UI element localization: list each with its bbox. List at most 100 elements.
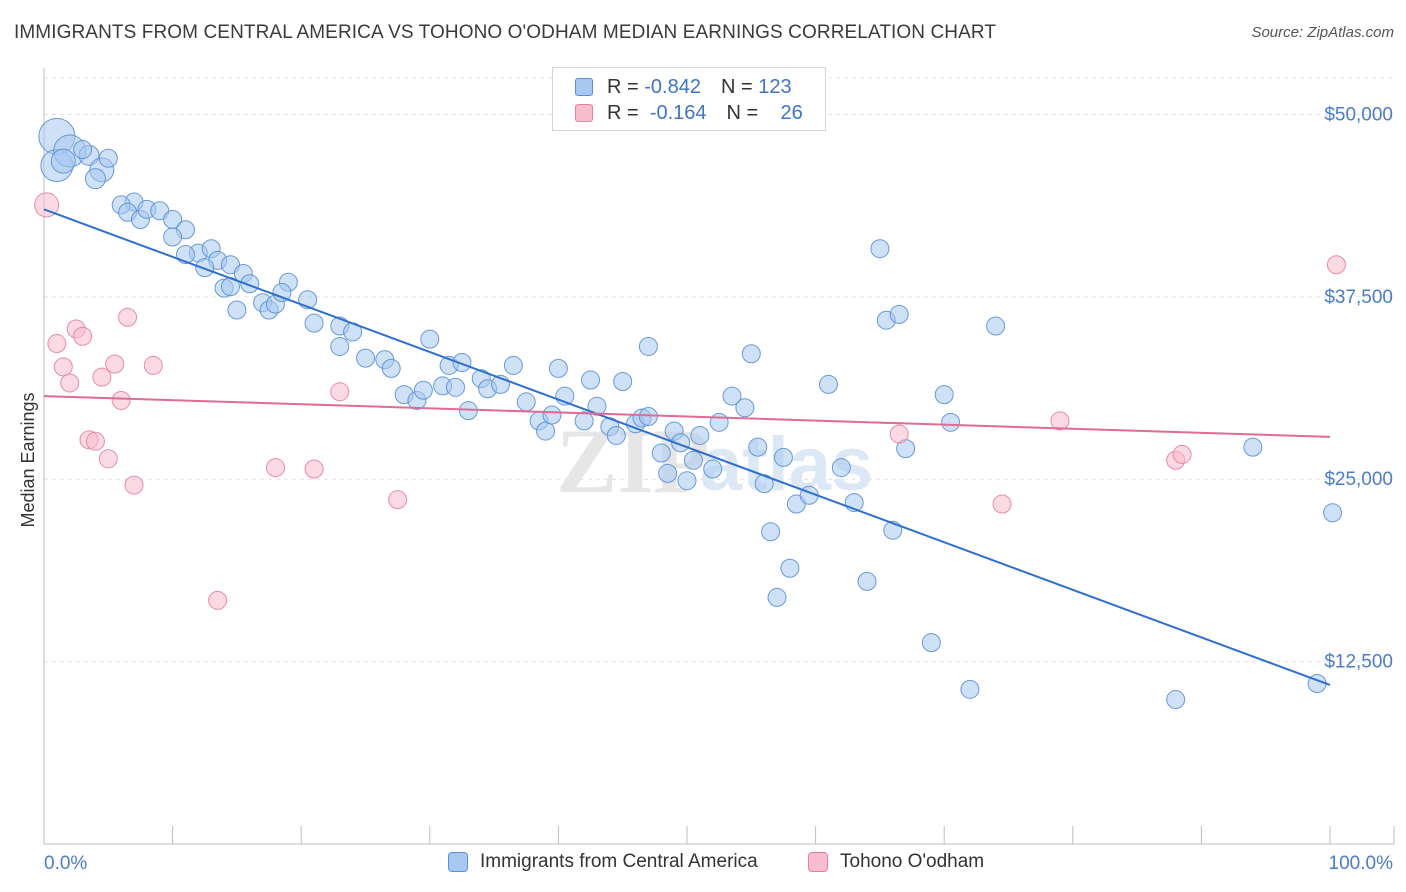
point-immigrants — [941, 412, 961, 432]
point-immigrants — [690, 425, 710, 445]
point-immigrants — [356, 348, 375, 368]
point-tohono — [1326, 255, 1346, 275]
series-legend-immigrants[interactable]: Immigrants from Central America — [448, 851, 758, 873]
point-tohono — [111, 390, 131, 410]
point-immigrants — [84, 168, 106, 190]
point-tohono — [265, 458, 285, 478]
point-immigrants — [542, 405, 562, 425]
point-immigrants — [227, 300, 247, 320]
point-tohono — [47, 334, 67, 354]
point-immigrants — [818, 374, 838, 394]
legend-swatch-immigrants — [575, 78, 593, 96]
point-immigrants — [638, 336, 658, 356]
point-tohono — [98, 449, 118, 469]
point-immigrants — [748, 437, 768, 457]
point-tohono — [124, 475, 144, 495]
trend-line-tohono — [43, 395, 1331, 438]
point-immigrants — [98, 148, 118, 168]
point-immigrants — [613, 371, 633, 391]
point-immigrants — [516, 392, 536, 412]
data-points — [34, 117, 1346, 710]
point-immigrants — [741, 344, 761, 364]
point-tohono — [60, 373, 80, 393]
point-immigrants — [831, 458, 851, 478]
point-immigrants — [722, 386, 742, 406]
point-immigrants — [1166, 690, 1186, 710]
point-tohono — [53, 357, 73, 377]
point-immigrants — [73, 139, 93, 159]
point-tohono — [85, 431, 105, 451]
point-immigrants — [240, 274, 260, 294]
point-immigrants — [735, 398, 755, 418]
point-tohono — [1050, 411, 1070, 431]
legend-swatch-tohono — [575, 104, 593, 122]
point-immigrants — [986, 316, 1006, 336]
point-tohono — [889, 424, 909, 444]
point-immigrants — [773, 447, 793, 467]
point-immigrants — [446, 377, 466, 397]
point-immigrants — [934, 385, 954, 405]
legend-r-value: -0.164 — [649, 101, 707, 124]
trend-lines — [43, 208, 1331, 686]
point-immigrants — [677, 471, 697, 491]
series-legend: Immigrants from Central America Tohono O… — [0, 851, 1406, 879]
point-immigrants — [761, 522, 781, 542]
point-immigrants — [413, 380, 433, 400]
y-tick-label: $12,500 — [1324, 652, 1393, 673]
point-immigrants — [960, 679, 980, 699]
series-label-immigrants: Immigrants from Central America — [480, 851, 758, 872]
point-immigrants — [548, 358, 568, 378]
point-immigrants — [420, 329, 440, 349]
point-immigrants — [651, 443, 671, 463]
legend-n-label: N = — [726, 101, 759, 124]
point-tohono — [92, 367, 112, 387]
point-immigrants — [272, 282, 292, 302]
axis-labels: $50,000 $37,500 $25,000 $12,500 0.0% 100.0% Me… — [18, 104, 1393, 874]
point-immigrants — [304, 313, 324, 333]
point-immigrants — [857, 571, 877, 591]
point-immigrants — [889, 304, 909, 324]
point-immigrants — [1323, 503, 1343, 523]
point-tohono — [388, 490, 408, 510]
point-immigrants — [683, 450, 703, 470]
point-immigrants — [921, 633, 941, 653]
trend-line-immigrants — [43, 208, 1331, 686]
legend-r-label: R = — [607, 101, 639, 124]
series-legend-tohono[interactable]: Tohono O'odham — [808, 851, 984, 873]
series-label-tohono: Tohono O'odham — [840, 851, 985, 872]
x-tick-label: 0.0% — [44, 853, 87, 874]
point-immigrants — [50, 148, 76, 174]
legend-r-label: R = — [607, 75, 639, 98]
y-tick-label: $37,500 — [1324, 287, 1393, 308]
point-immigrants — [870, 239, 890, 259]
y-tick-label: $50,000 — [1324, 104, 1393, 125]
series-swatch-immigrants — [448, 852, 468, 872]
point-tohono — [118, 307, 138, 327]
point-immigrants — [1243, 437, 1263, 457]
legend-n-value: 123 — [758, 75, 792, 98]
point-immigrants — [536, 421, 556, 441]
chart-title: IMMIGRANTS FROM CENTRAL AMERICA VS TOHON… — [14, 22, 997, 43]
point-immigrants — [780, 558, 800, 578]
point-immigrants — [658, 463, 678, 483]
point-immigrants — [703, 459, 723, 479]
point-tohono — [73, 326, 93, 346]
point-immigrants — [195, 258, 215, 278]
point-tohono — [304, 459, 324, 479]
point-tohono — [105, 354, 125, 374]
point-tohono — [1172, 444, 1192, 464]
series-swatch-tohono — [808, 852, 828, 872]
point-immigrants — [452, 353, 472, 373]
grid — [44, 77, 1394, 663]
legend-n-value: 26 — [780, 101, 803, 124]
y-tick-label: $25,000 — [1324, 469, 1393, 490]
legend-n-label: N = — [720, 75, 753, 98]
point-immigrants — [163, 227, 183, 247]
point-tohono — [34, 192, 60, 218]
x-tick-label: 100.0% — [1329, 853, 1394, 874]
point-immigrants — [709, 412, 729, 432]
point-tohono — [143, 355, 163, 375]
correlation-legend: R = -0.842 N = 123 R = -0.164 N = 26 — [552, 67, 826, 131]
point-tohono — [208, 590, 228, 610]
